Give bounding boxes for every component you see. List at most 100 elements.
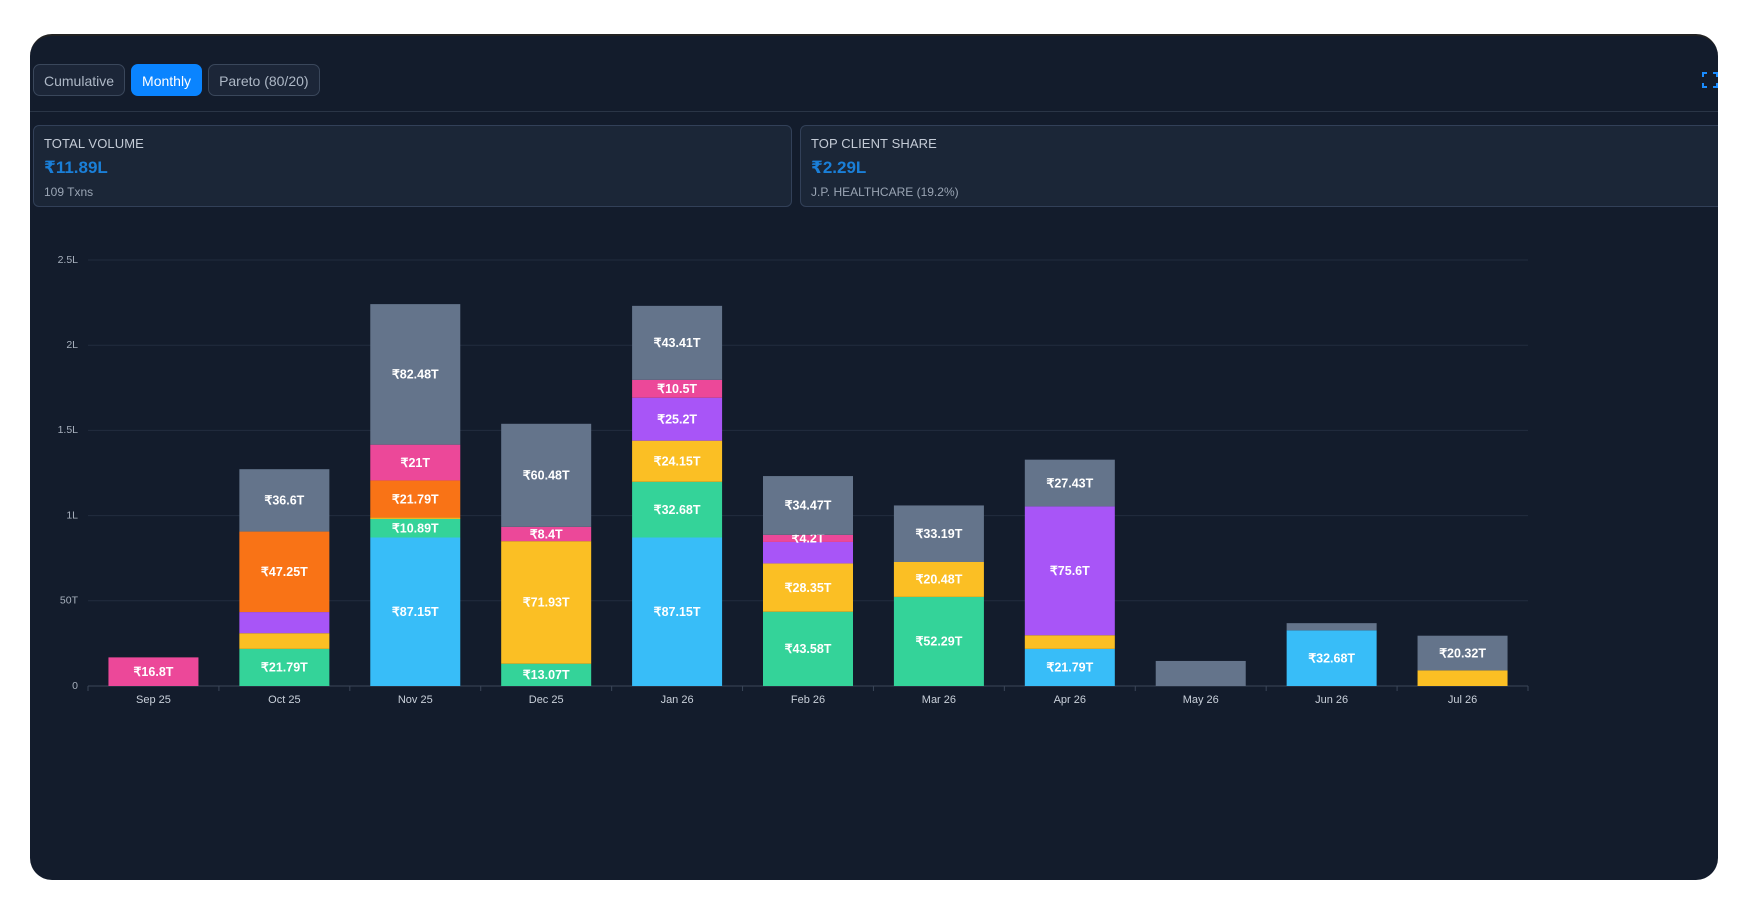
bar-segment	[1286, 630, 1377, 686]
bar-segment	[239, 531, 330, 613]
bar-value-label: ₹36.6T	[264, 494, 304, 508]
fullscreen-icon[interactable]	[1702, 72, 1718, 88]
bar-segment	[632, 440, 723, 482]
bar-segment	[763, 563, 853, 612]
top-client-name: J.P. HEALTHCARE (19.2%)	[811, 185, 959, 199]
bar-value-label: ₹34.47T	[785, 499, 832, 513]
y-tick-label: 50T	[60, 595, 79, 607]
bar-segment	[632, 537, 723, 686]
x-tick-label: Jan 26	[661, 694, 694, 706]
bar-segment	[632, 481, 723, 538]
total-volume-value: ₹11.89L	[44, 158, 108, 177]
bar-segment	[893, 505, 984, 562]
y-tick-label: 1L	[66, 509, 78, 521]
tab-pareto[interactable]: Pareto (80/20)	[208, 64, 320, 96]
y-tick-label: 1.5L	[58, 424, 79, 436]
bar-segment	[501, 526, 592, 542]
bar-segment	[763, 541, 853, 564]
x-tick-label: Mar 26	[922, 694, 956, 706]
bar-segment	[763, 611, 853, 686]
bar-segment	[239, 633, 330, 649]
bar-value-label: ₹27.43T	[1046, 476, 1093, 490]
y-tick-label: 2L	[66, 339, 78, 351]
bar-value-label: ₹60.48T	[523, 469, 570, 483]
bar-segment	[1024, 635, 1115, 649]
bar-segment	[893, 596, 984, 686]
y-tick-label: 2.5L	[58, 254, 79, 266]
total-volume-txns: 109 Txns	[44, 185, 94, 199]
bar-value-label: ₹32.68T	[654, 503, 701, 517]
bar-value-label: ₹75.6T	[1050, 564, 1090, 578]
x-tick-label: Feb 26	[791, 694, 825, 706]
y-tick-label: 0	[72, 680, 78, 692]
bar-segment	[370, 518, 461, 538]
bar-value-label: ₹24.15T	[654, 455, 701, 469]
bar-segment	[632, 397, 723, 441]
x-tick-label: Dec 25	[529, 694, 564, 706]
bar-value-label: ₹43.58T	[785, 642, 832, 656]
bar-value-label: ₹21.79T	[392, 492, 439, 506]
tab-monthly[interactable]: Monthly	[131, 64, 203, 96]
bar-segment	[370, 537, 461, 686]
bar-value-label: ₹87.15T	[654, 605, 701, 619]
bar-value-label: ₹25.2T	[657, 412, 697, 426]
view-tabs: Cumulative Monthly Pareto (80/20)	[33, 64, 320, 96]
bar-segment	[108, 657, 199, 686]
bar-value-label: ₹21.79T	[261, 661, 308, 675]
bar-value-label: ₹21T	[401, 456, 431, 470]
total-volume-card: TOTAL VOLUME ₹11.89L 109 Txns	[33, 125, 792, 207]
x-tick-label: May 26	[1183, 694, 1219, 706]
x-tick-label: Oct 25	[268, 694, 300, 706]
bar-value-label: ₹10.5T	[657, 382, 697, 396]
tab-cumulative[interactable]: Cumulative	[33, 64, 126, 96]
x-tick-label: Jun 26	[1315, 694, 1348, 706]
bar-value-label: ₹47.25T	[261, 565, 308, 579]
bar-segment	[501, 663, 592, 686]
bar-value-label: ₹87.15T	[392, 605, 439, 619]
bar-segment	[370, 444, 461, 481]
bar-value-label: ₹8.4T	[530, 527, 563, 541]
bar-segment	[763, 534, 853, 542]
bar-value-label: ₹21.79T	[1046, 661, 1093, 675]
bar-value-label: ₹71.93T	[523, 596, 570, 610]
x-tick-label: Apr 26	[1054, 694, 1086, 706]
bar-value-label: ₹33.19T	[915, 527, 962, 541]
header-divider	[30, 111, 1718, 112]
x-tick-label: Jul 26	[1448, 694, 1477, 706]
bar-value-label: ₹20.48T	[915, 573, 962, 587]
bar-value-label: ₹10.89T	[392, 522, 439, 536]
bar-segment	[632, 379, 723, 398]
bar-segment	[501, 423, 592, 527]
total-volume-label: TOTAL VOLUME	[44, 136, 144, 151]
bar-value-label: ₹52.29T	[915, 635, 962, 649]
bar-segment	[1417, 635, 1508, 671]
bar-segment	[893, 561, 984, 597]
bar-value-label: ₹28.35T	[785, 581, 832, 595]
bar-segment	[1024, 506, 1115, 636]
top-client-label: TOP CLIENT SHARE	[811, 136, 937, 151]
bar-segment	[763, 476, 853, 535]
bar-segment	[239, 612, 330, 634]
bar-segment	[1155, 660, 1246, 686]
bar-value-label: ₹82.48T	[392, 368, 439, 382]
bar-value-label: ₹4.2T	[792, 532, 825, 546]
top-client-card: TOP CLIENT SHARE ₹2.29L J.P. HEALTHCARE …	[800, 125, 1718, 207]
bar-segment	[501, 541, 592, 664]
bar-segment	[1286, 623, 1377, 631]
bar-value-label: ₹16.8T	[133, 665, 173, 679]
bar-value-label: ₹20.32T	[1439, 646, 1486, 660]
bar-segment	[1024, 648, 1115, 686]
bar-segment	[632, 305, 723, 380]
bar-segment	[239, 469, 330, 532]
bar-value-label: ₹43.41T	[654, 336, 701, 350]
top-client-value: ₹2.29L	[811, 158, 867, 177]
bar-value-label: ₹32.68T	[1308, 651, 1355, 665]
bar-value-label: ₹13.07T	[523, 668, 570, 682]
bar-segment	[1024, 459, 1115, 507]
bar-segment	[1417, 670, 1508, 686]
stacked-bar-chart: 0 50T 1L 1.5L 2L 2.5L ₹16.8T Sep 25 ₹21.79T ₹47.2…	[58, 254, 1529, 706]
bar-segment	[370, 480, 461, 518]
x-tick-label: Nov 25	[398, 694, 433, 706]
bar-segment	[370, 304, 461, 445]
bar-segment	[239, 648, 330, 686]
